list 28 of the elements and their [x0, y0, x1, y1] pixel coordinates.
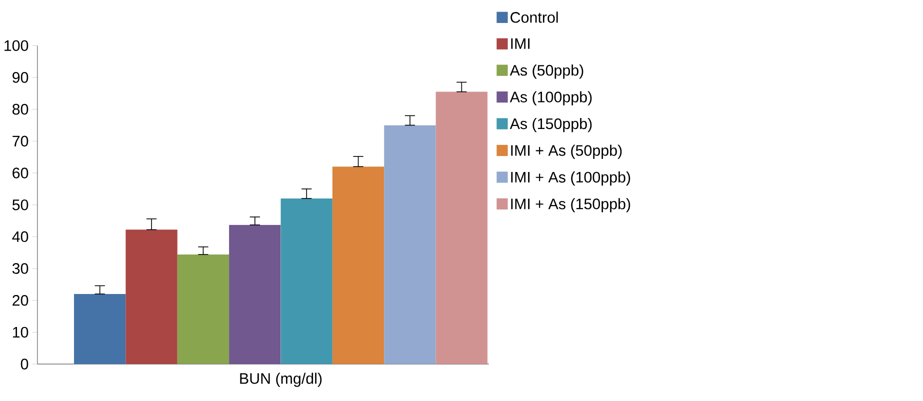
- legend-label: IMI + As (100ppb): [511, 172, 630, 186]
- legend-label: IMI: [511, 38, 530, 50]
- y-tick-label: 70: [12, 136, 28, 147]
- bar: [74, 294, 126, 364]
- y-tick-label: 90: [12, 72, 28, 84]
- y-tick-label: 0: [20, 358, 28, 370]
- bar: [177, 254, 230, 364]
- bar: [126, 230, 178, 364]
- y-tick-label: 100: [4, 40, 28, 52]
- legend-label: As (100ppb): [510, 91, 592, 106]
- y-tick-label: 80: [12, 104, 28, 115]
- legend-label: As (150ppb): [510, 118, 592, 132]
- legend-label: Control: [510, 12, 558, 24]
- legend-label: As (50ppb): [510, 64, 584, 79]
- y-tick-label: 50: [12, 200, 28, 210]
- y-tick-label: 10: [13, 327, 28, 338]
- legend-label: IMI + As (150ppb): [511, 198, 630, 213]
- y-tick-label: 20: [12, 295, 28, 306]
- bar: [332, 166, 384, 364]
- y-tick-label: 60: [12, 168, 28, 179]
- legend-label: IMI + As (50ppb): [511, 144, 622, 160]
- bar: [229, 225, 281, 364]
- bar: [384, 125, 436, 364]
- bar: [436, 92, 488, 364]
- y-tick-label: 30: [12, 263, 28, 274]
- x-tick-label: BUN (mg/dl): [240, 372, 322, 388]
- bar: [280, 198, 332, 364]
- y-tick-label: 40: [12, 232, 28, 242]
